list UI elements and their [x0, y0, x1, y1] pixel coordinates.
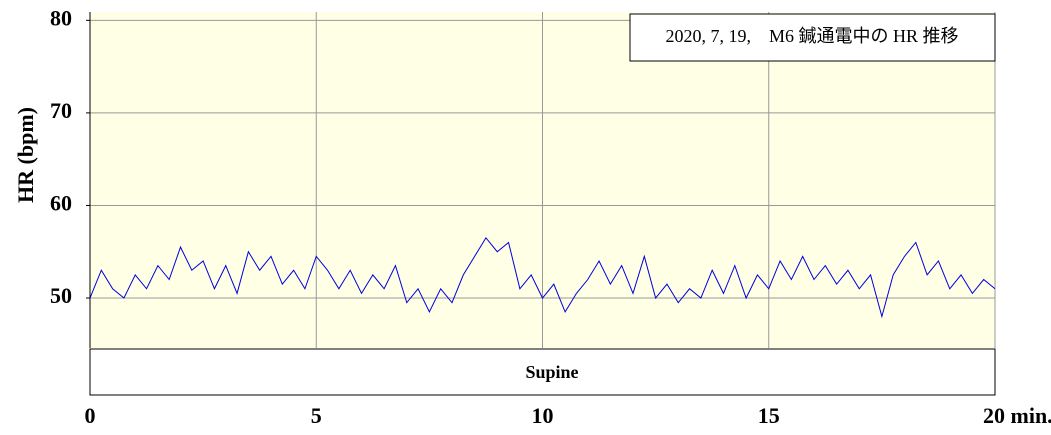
annotation: 2020, 7, 19, M6 鍼通電中の HR 推移 [665, 26, 958, 46]
x-tick-label: 5 [311, 403, 322, 428]
y-tick-label: 50 [50, 283, 72, 308]
y-tick-label: 70 [50, 98, 72, 123]
annotation-box [629, 13, 996, 62]
grid [89, 12, 996, 348]
y-tick-label: 60 [50, 191, 72, 216]
y-axis-label: HR (bpm) [13, 107, 38, 203]
y-tick-label: 80 [50, 5, 72, 30]
hr-line [89, 236, 996, 319]
band [89, 348, 996, 396]
x-tick-label: 15 [758, 403, 780, 428]
x-tick-label: 20 min. [983, 403, 1051, 428]
band-label: Supine [525, 362, 578, 382]
x-tick-label: 10 [532, 403, 554, 428]
x-tick-label: 0 [85, 403, 96, 428]
